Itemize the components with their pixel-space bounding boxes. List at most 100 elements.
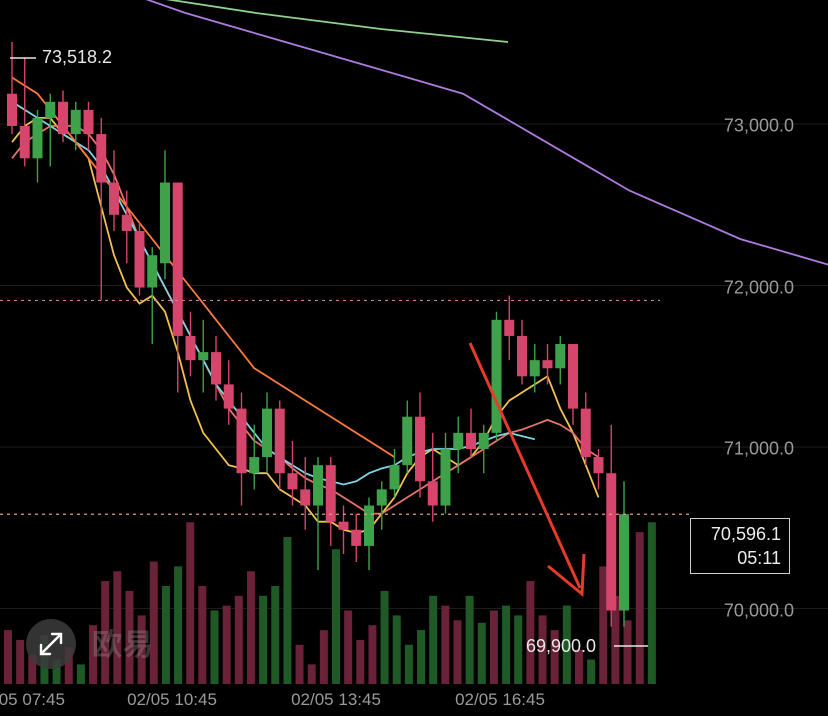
candle-body [96,134,107,183]
candle-body [160,182,170,264]
candle-body [453,432,464,449]
candle-body [325,465,336,522]
candle-body [542,360,553,369]
last-price-value: 70,596.1 [710,524,781,544]
candle-body [491,319,502,433]
candle-body [249,457,260,474]
x-tick-label: 02/05 10:45 [127,690,217,709]
candle-body [402,416,413,466]
volume-bar [222,605,231,684]
candle-body [606,473,617,611]
volume-bar [174,566,183,684]
last-price-box: 70,596.1 05:11 [690,518,790,574]
candle-body [19,126,30,159]
candle-body [466,432,476,449]
candle-body [172,182,183,336]
volume-bar [234,595,243,684]
volume-bar [113,571,122,684]
volume-bar [635,532,644,684]
volume-bar [404,644,413,684]
volume-bar [562,605,571,684]
candle-body [134,230,145,288]
volume-bar [246,571,255,684]
volume-bar [344,610,353,684]
candle-body [300,489,311,506]
volume-bar [332,549,340,684]
volume-bar [453,620,462,684]
candle-body [236,408,247,474]
volume-bar [259,595,268,684]
volume-bar [611,595,620,684]
volume-bar [101,581,110,684]
volume-bar [64,647,73,684]
candle-body [223,384,234,409]
candle-body [274,408,285,474]
volume-bar [283,537,292,684]
volume-bar [429,595,438,684]
candle-body [517,335,527,377]
volume-bar [271,586,280,684]
candle-body [262,408,272,458]
volume-bar [295,644,304,684]
candle-body [415,416,425,482]
red-down-arrow-icon [468,342,586,598]
candle-body [555,344,566,369]
y-tick-label: 72,000.0 [723,277,794,297]
expand-arrows-icon[interactable] [26,619,76,669]
candle-body [376,489,387,506]
volume-bar [441,605,450,684]
candle-body [32,117,43,159]
volume-bar [502,605,511,684]
volume-bar [417,630,426,684]
x-tick-label: 02/05 07:45 [0,690,65,709]
y-tick-label: 73,000.0 [723,115,794,136]
y-tick-label: 70,000.0 [723,600,794,620]
volume-bar [587,659,596,684]
candle-body [121,214,132,231]
candle-body [478,432,489,449]
volume-bar [368,625,377,684]
watermark-text: 欧易 [92,629,154,662]
candle-body [529,360,540,377]
volume-bar [538,615,547,684]
volume-bar [76,664,85,684]
candle-countdown: 05:11 [737,548,781,568]
candle-body [389,465,400,490]
y-tick-label: 71,000.0 [723,438,794,459]
volume-bar [514,615,523,684]
volume-bar [149,561,158,684]
volume-bar [489,610,498,684]
volume-bar [125,590,134,684]
low-price-label: 69,900.0 [526,636,597,656]
candle-body [427,481,438,506]
candles [7,42,629,627]
candle-body [351,529,362,546]
volume-bar [623,620,632,684]
x-tick-label: 02/05 13:45 [291,690,381,709]
volume-bar [307,664,316,684]
moving-average-line [11,76,395,458]
volume-bar [186,522,195,684]
volume-bar [52,659,61,684]
candle-body [593,457,604,474]
volume-bar [89,625,98,684]
candle-body [338,521,349,530]
volume-bar [526,581,535,684]
high-price-label: 73,518.2 [42,47,113,67]
moving-average-line [145,0,828,266]
candle-body [70,109,81,135]
candle-body [7,93,17,126]
volume-bar [16,639,25,684]
volume-bar [550,630,559,684]
candle-body [580,408,591,458]
okx-logo-icon: 欧易 [92,620,154,664]
candle-body [109,182,119,215]
volume-bar [4,630,12,684]
candle-body [211,352,221,385]
candle-body [147,255,158,288]
volume-bar [647,522,656,684]
candle-body [504,319,515,336]
price-overlays [0,57,690,647]
x-tick-label: 02/05 16:45 [455,690,545,709]
